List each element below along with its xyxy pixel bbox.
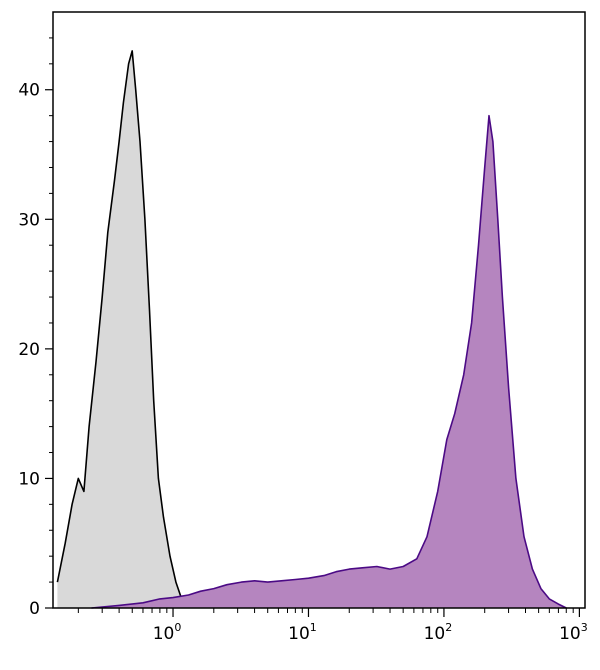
series-layer bbox=[56, 50, 567, 609]
x-tick-label: 102 bbox=[424, 621, 453, 644]
y-tick-label: 30 bbox=[18, 210, 40, 230]
axis-layer: 0 10 20 30 40 100 101 102 103 bbox=[18, 37, 588, 644]
series-1-line bbox=[91, 114, 567, 609]
x-tick-label: 101 bbox=[288, 621, 317, 644]
y-tick-label: 40 bbox=[18, 81, 40, 101]
y-tick-label: 20 bbox=[18, 340, 40, 360]
series-0-line bbox=[56, 50, 187, 609]
y-tick-label: 10 bbox=[18, 469, 40, 489]
y-tick-label: 0 bbox=[29, 599, 40, 619]
x-tick-label: 103 bbox=[559, 621, 588, 644]
plot-frame bbox=[52, 11, 586, 609]
series-1-area bbox=[91, 115, 567, 608]
x-tick-label: 100 bbox=[153, 621, 182, 644]
series-0-area bbox=[57, 50, 187, 608]
